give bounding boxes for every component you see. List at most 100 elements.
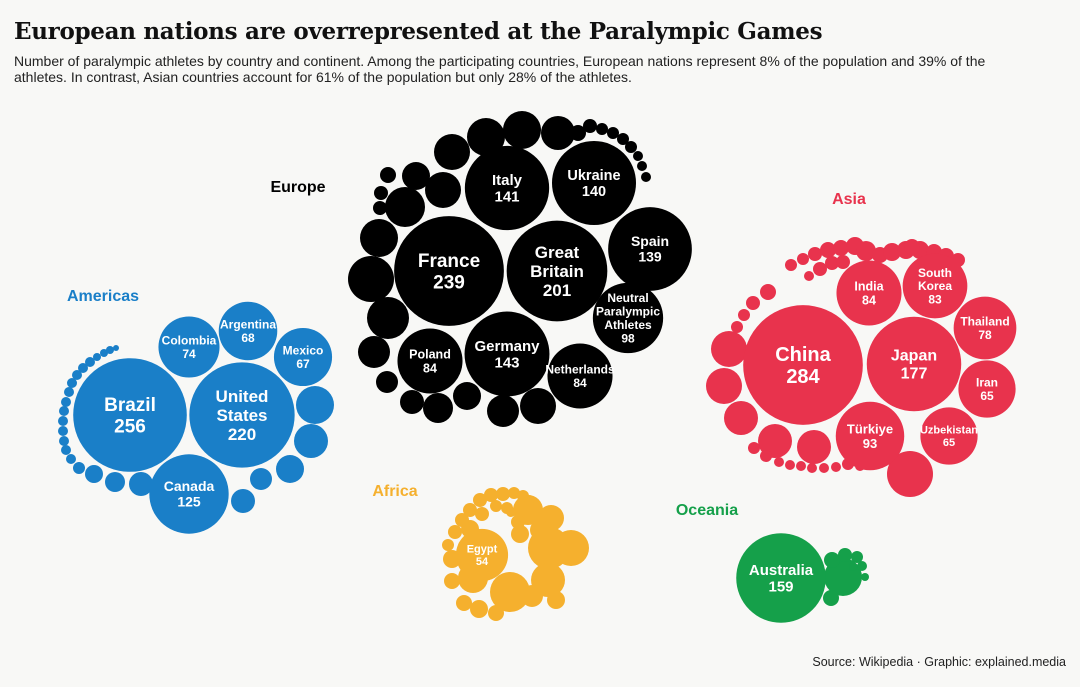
bubble-asia-unlabeled	[856, 241, 876, 261]
bubble-europe-unlabeled	[503, 111, 541, 149]
bubble-thailand	[953, 296, 1017, 360]
bubble-uzbekistan	[920, 407, 978, 465]
continent-label-europe: Europe	[270, 179, 325, 196]
bubble-asia-unlabeled	[760, 450, 772, 462]
bubble-asia-unlabeled	[785, 259, 797, 271]
bubble-africa-unlabeled	[490, 572, 530, 612]
bubble-europe-unlabeled	[376, 371, 398, 393]
bubble-americas-unlabeled	[78, 363, 88, 373]
bubble-asia-unlabeled	[738, 309, 750, 321]
bubble-italy	[464, 145, 550, 231]
bubble-asia-unlabeled	[808, 247, 822, 261]
bubble-label-germany: Germany	[474, 338, 540, 355]
bubble-japan	[866, 316, 962, 412]
continent-label-oceania: Oceania	[676, 502, 738, 519]
bubble-label-mexico: Mexico	[283, 344, 324, 358]
bubble-americas-unlabeled	[296, 386, 334, 424]
bubble-value-australia: 159	[768, 579, 793, 596]
bubble-asia-unlabeled	[711, 331, 747, 367]
bubble-africa-unlabeled	[456, 595, 472, 611]
bubble-europe-unlabeled	[467, 118, 505, 156]
bubble-south-korea	[902, 253, 968, 319]
bubble-asia-unlabeled	[820, 242, 836, 258]
bubble-oceania-unlabeled	[838, 548, 852, 562]
bubble-europe-unlabeled	[385, 187, 425, 227]
bubble-value-china: 284	[786, 366, 820, 388]
bubble-americas-unlabeled	[294, 424, 328, 458]
bubble-label-united-states: United States	[216, 387, 269, 425]
bubble-europe-unlabeled	[373, 201, 387, 215]
bubble-europe-unlabeled	[434, 134, 470, 170]
bubble-africa-unlabeled	[490, 500, 502, 512]
bubble-asia-unlabeled	[760, 284, 776, 300]
bubble-americas-unlabeled	[100, 349, 108, 357]
bubble-value-egypt: 54	[476, 556, 489, 568]
bubble-europe-unlabeled	[641, 172, 651, 182]
bubble-label-iran: Iran	[976, 376, 998, 390]
bubble-label-china: China	[775, 344, 831, 366]
bubble-value-france: 239	[433, 272, 465, 293]
bubble-europe-unlabeled	[367, 297, 409, 339]
bubble-value-brazil: 256	[114, 416, 146, 437]
bubble-asia-unlabeled	[746, 296, 760, 310]
bubble-asia-unlabeled	[833, 240, 849, 256]
bubble-label-canada: Canada	[164, 478, 215, 494]
bubble-asia-unlabeled	[774, 457, 784, 467]
bubble-value-germany: 143	[494, 355, 519, 372]
bubble-asia-unlabeled	[785, 460, 795, 470]
continent-label-americas: Americas	[67, 288, 139, 305]
bubble-europe-unlabeled	[374, 186, 388, 200]
bubble-americas-unlabeled	[73, 462, 85, 474]
bubble-asia-unlabeled	[796, 461, 806, 471]
bubble-label-uzbekistan: Uzbekistan	[920, 425, 978, 437]
bubble-iran	[958, 360, 1016, 418]
bubble-france	[394, 216, 504, 326]
bubble-africa-unlabeled	[484, 488, 498, 502]
bubble-europe-unlabeled	[596, 123, 608, 135]
chart-subtitle: Number of paralympic athletes by country…	[14, 53, 986, 85]
bubble-value-argentina: 68	[241, 331, 255, 345]
bubble-americas-unlabeled	[61, 397, 71, 407]
bubble-africa-unlabeled	[506, 507, 516, 517]
bubble-egypt	[455, 528, 509, 582]
bubble-value-poland: 84	[423, 361, 437, 375]
bubble-asia-unlabeled	[883, 243, 901, 261]
bubble-india	[836, 260, 902, 326]
bubble-europe-unlabeled	[633, 151, 643, 161]
bubble-africa-unlabeled	[547, 591, 565, 609]
bubble-value-turkiye: 93	[863, 436, 877, 451]
bubble-americas-unlabeled	[64, 387, 74, 397]
bubble-value-united-states: 220	[228, 425, 256, 444]
bubble-americas-unlabeled	[67, 378, 77, 388]
bubble-asia-unlabeled	[797, 430, 831, 464]
bubble-europe-unlabeled	[380, 167, 396, 183]
bubble-asia-unlabeled	[724, 401, 758, 435]
bubble-mexico	[273, 327, 333, 387]
bubble-asia-unlabeled	[904, 239, 920, 255]
bubble-china	[743, 305, 863, 425]
bubble-africa-unlabeled	[521, 585, 543, 607]
bubble-label-argentina: Argentina	[220, 318, 276, 332]
bubble-value-iran: 65	[980, 389, 994, 403]
bubble-oceania-unlabeled	[849, 563, 857, 571]
bubble-africa-unlabeled	[444, 573, 460, 589]
bubble-value-canada: 125	[177, 494, 201, 510]
bubble-value-great-britain: 201	[543, 281, 571, 300]
bubble-value-mexico: 67	[296, 357, 310, 371]
bubble-europe-unlabeled	[607, 127, 619, 139]
bubble-africa-unlabeled	[448, 525, 462, 539]
bubble-label-turkiye: Türkiye	[847, 421, 893, 436]
bubble-asia-unlabeled	[836, 255, 850, 269]
bubble-asia-unlabeled	[758, 424, 792, 458]
bubble-americas-unlabeled	[250, 468, 272, 490]
bubble-label-australia: Australia	[749, 562, 814, 579]
bubble-europe-unlabeled	[541, 116, 575, 150]
bubble-africa-unlabeled	[473, 493, 487, 507]
bubble-europe-unlabeled	[453, 382, 481, 410]
bubble-label-netherlands: Netherlands	[545, 363, 615, 377]
bubble-europe-unlabeled	[400, 390, 424, 414]
bubble-asia-unlabeled	[807, 463, 817, 473]
